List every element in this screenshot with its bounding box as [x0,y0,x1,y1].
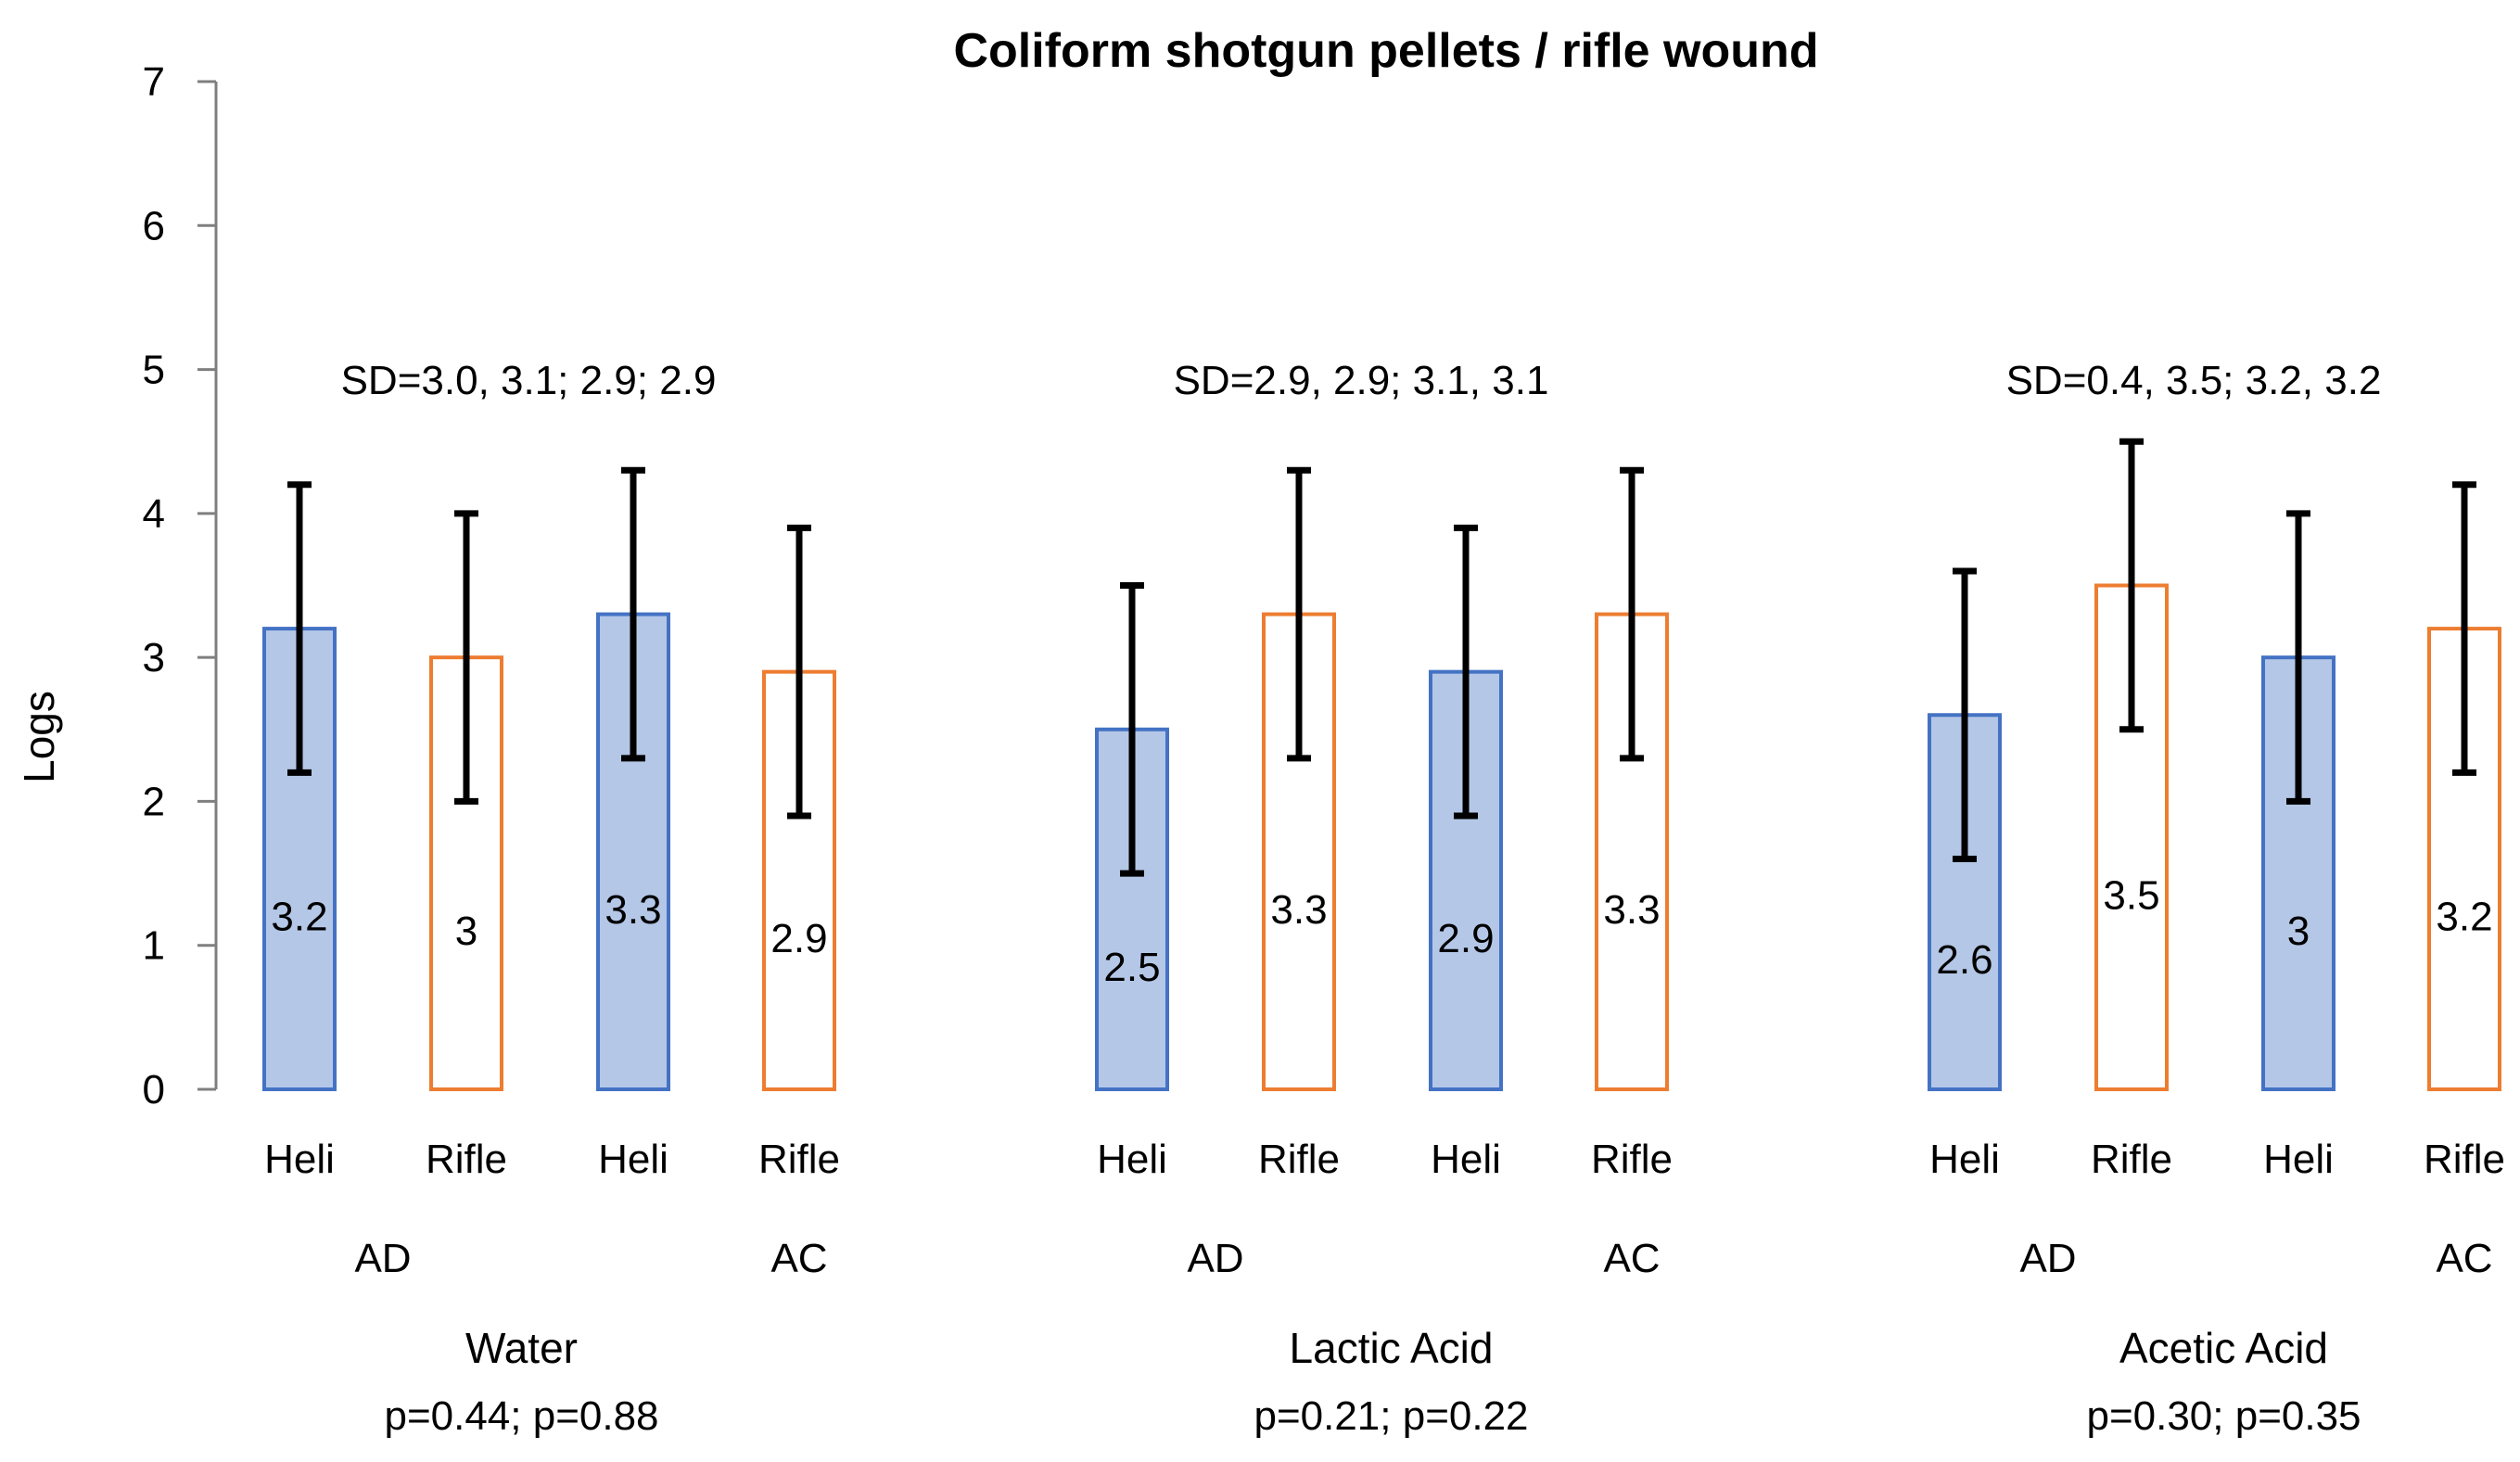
category-label: Heli [598,1137,668,1182]
category-label: Rifle [2091,1137,2172,1182]
subgroup-label: AC [770,1236,827,1281]
subgroup-label: AC [2436,1236,2492,1281]
category-label: Rifle [2424,1137,2505,1182]
data-label: 3.3 [1603,887,1660,933]
y-axis: 0 1 2 3 4 5 6 7 [143,59,218,1112]
data-label: 3.2 [2436,895,2492,940]
y-tick-label: 0 [143,1067,165,1112]
data-label: 2.9 [770,916,827,961]
data-label: 3.5 [2103,872,2159,918]
data-label: 3.3 [1270,887,1327,933]
category-label: Rifle [1258,1137,1340,1182]
category-label: Heli [1929,1137,2000,1182]
category-label: Heli [2263,1137,2334,1182]
category-label: Heli [264,1137,335,1182]
category-label: Rifle [426,1137,507,1182]
group-name: Water [465,1324,578,1372]
p-value-label: p=0.21; p=0.22 [1254,1393,1528,1439]
data-label: 3 [455,909,477,954]
subgroup-label: AD [1187,1236,1243,1281]
y-tick-label: 3 [143,635,165,680]
category-label: Rifle [1591,1137,1673,1182]
y-tick-label: 1 [143,923,165,969]
p-value-label: p=0.44; p=0.88 [384,1393,658,1439]
data-label: 3.2 [271,895,327,940]
sd-annotation: SD=0.4, 3.5; 3.2, 3.2 [2006,358,2382,403]
group-name: Lactic Acid [1290,1324,1494,1372]
p-value-label: p=0.30; p=0.35 [2086,1393,2361,1439]
group-name: Acetic Acid [2119,1324,2328,1372]
sd-annotation: SD=3.0, 3.1; 2.9; 2.9 [341,358,717,403]
data-label: 2.5 [1103,945,1160,990]
data-label: 2.9 [1437,916,1494,961]
data-label: 3 [2287,909,2310,954]
chart-title: Coliform shotgun pellets / rifle wound [953,24,1818,78]
data-label: 3.3 [605,887,661,933]
subgroup-label: AD [2019,1236,2076,1281]
category-label: Heli [1097,1137,1167,1182]
data-label: 2.6 [1936,937,1992,983]
y-tick-label: 2 [143,779,165,824]
y-tick-label: 5 [143,348,165,393]
y-tick-label: 6 [143,203,165,248]
subgroup-label: AD [354,1236,411,1281]
category-label: Rifle [758,1137,840,1182]
bars [262,438,2501,1092]
y-tick-label: 4 [143,491,165,537]
subgroup-label: AC [1603,1236,1660,1281]
y-tick-label: 7 [143,59,165,105]
y-axis-label: Logs [15,691,63,783]
labels: 3.2 Heli 3 Rifle 3.3 Heli 2.9 Rifle AD AC Water p=0… [264,358,2505,1439]
category-label: Heli [1431,1137,1501,1182]
sd-annotation: SD=2.9, 2.9; 3.1, 3.1 [1174,358,1549,403]
